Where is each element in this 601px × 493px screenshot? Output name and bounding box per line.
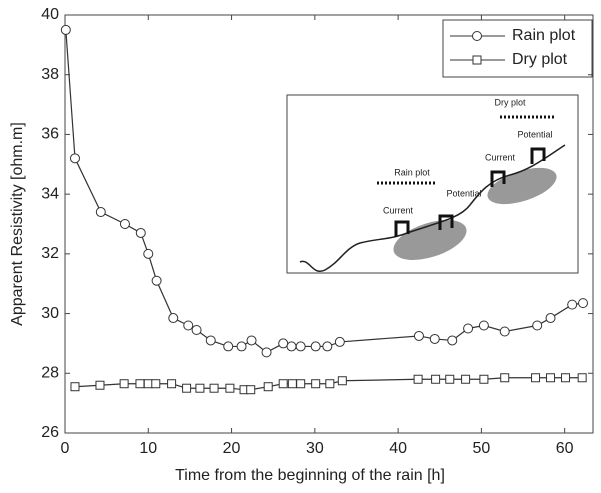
marker [429,333,440,344]
marker [191,324,202,335]
y-tick-label: 40 [41,6,59,23]
inset-label: Rain plot [394,167,430,177]
legend-label: Rain plot [512,27,576,44]
y-tick-label: 30 [41,305,59,322]
x-tick-label: 0 [61,440,70,457]
marker [461,374,471,384]
x-tick-label: 10 [139,440,157,457]
marker [151,379,161,389]
inset-label: Dry plot [494,97,526,107]
marker [95,380,105,390]
marker [478,320,489,331]
marker [472,31,482,41]
legend-label: Dry plot [512,51,568,68]
marker [322,341,333,352]
x-tick-label: 50 [473,440,491,457]
marker [463,323,474,334]
x-tick-label: 60 [556,440,574,457]
marker [413,330,424,341]
marker [472,55,482,65]
marker [261,347,272,358]
marker [546,373,556,383]
inset-label: Potential [517,129,552,139]
marker [225,383,235,393]
marker [223,341,234,352]
marker [577,373,587,383]
marker [183,320,194,331]
marker [545,313,556,324]
legend [442,19,593,78]
marker [70,382,80,392]
marker [445,374,455,384]
marker [119,379,129,389]
marker [567,299,578,310]
x-tick-label: 20 [223,440,241,457]
inset-label: Current [485,152,516,162]
marker [278,379,288,389]
marker [431,374,441,384]
marker [447,335,458,346]
marker [499,326,510,337]
marker [168,313,179,324]
y-tick-label: 28 [41,365,59,382]
x-tick-label: 30 [306,440,324,457]
marker [143,379,153,389]
marker [263,382,273,392]
marker [532,320,543,331]
terrain [299,144,566,272]
marker [236,341,247,352]
marker [531,373,541,383]
marker [287,379,297,389]
electrodes [394,147,546,237]
marker [561,373,571,383]
x-tick-label: 40 [389,440,407,457]
marker [296,379,306,389]
marker [95,207,106,218]
marker [295,341,306,352]
marker [135,227,146,238]
marker [167,379,177,389]
marker [246,335,257,346]
x-axis-label: Time from the beginning of the rain [h] [175,467,445,484]
dry-zone [487,167,557,205]
marker [286,341,297,352]
marker [578,298,589,309]
marker [205,335,216,346]
y-tick-label: 38 [41,66,59,83]
marker [60,24,71,35]
y-tick-label: 32 [41,245,59,262]
marker [135,379,145,389]
marker [310,341,321,352]
marker [209,383,219,393]
inset-label: Current [383,205,414,215]
marker [143,248,154,259]
marker [195,383,205,393]
rain-zone [393,220,467,260]
inset-label: Potential [446,188,481,198]
y-tick-label: 36 [41,126,59,143]
inset [286,94,579,274]
marker [119,219,130,229]
y-tick-label: 26 [41,424,59,441]
marker [311,379,321,389]
marker [479,374,489,384]
marker [151,275,162,286]
marker [182,383,192,393]
marker [337,376,347,386]
marker [325,379,335,389]
y-axis-label: Apparent Resistivity [ohm.m] [9,122,26,326]
plot-frame [64,14,594,434]
marker [278,338,289,349]
y-tick-label: 34 [41,185,59,202]
marker [69,153,80,164]
marker [413,374,423,384]
marker [334,336,345,347]
marker [246,385,256,395]
marker [500,373,510,383]
